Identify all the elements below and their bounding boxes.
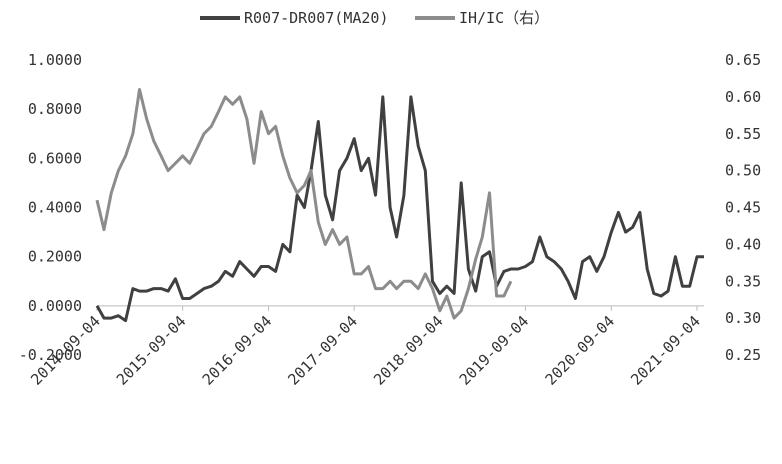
x-tick-label: 2019-09-04 xyxy=(456,312,533,389)
series-line xyxy=(95,95,704,323)
y2-tick-label: 0.50 xyxy=(725,162,761,180)
y-tick-label: 0.6000 xyxy=(28,149,82,167)
x-tick-label: 2021-09-04 xyxy=(627,312,704,389)
x-tick-label: 2015-09-04 xyxy=(113,312,190,389)
series-line xyxy=(95,88,513,320)
x-tick-label: 2020-09-04 xyxy=(542,312,619,389)
legend-label: IH/IC（右） xyxy=(459,9,549,27)
y2-tick-label: 0.40 xyxy=(725,235,761,253)
y-tick-label: 0.8000 xyxy=(28,100,82,118)
y2-tick-label: 0.65 xyxy=(725,51,761,69)
y2-tick-label: 0.25 xyxy=(725,346,761,364)
y2-tick-label: 0.60 xyxy=(725,88,761,106)
y-tick-label: -0.2000 xyxy=(19,346,82,364)
legend-label: R007-DR007(MA20) xyxy=(244,9,389,27)
x-tick-label: 2017-09-04 xyxy=(284,312,361,389)
y-tick-label: 0.0000 xyxy=(28,297,82,315)
y-tick-label: 0.2000 xyxy=(28,248,82,266)
y2-tick-label: 0.45 xyxy=(725,199,761,217)
y2-tick-label: 0.35 xyxy=(725,272,761,290)
y2-tick-label: 0.30 xyxy=(725,309,761,327)
x-tick-label: 2018-09-04 xyxy=(370,312,447,389)
y-tick-label: 1.0000 xyxy=(28,51,82,69)
x-tick-label: 2016-09-04 xyxy=(199,312,276,389)
y-tick-label: 0.4000 xyxy=(28,199,82,217)
y2-tick-label: 0.55 xyxy=(725,125,761,143)
